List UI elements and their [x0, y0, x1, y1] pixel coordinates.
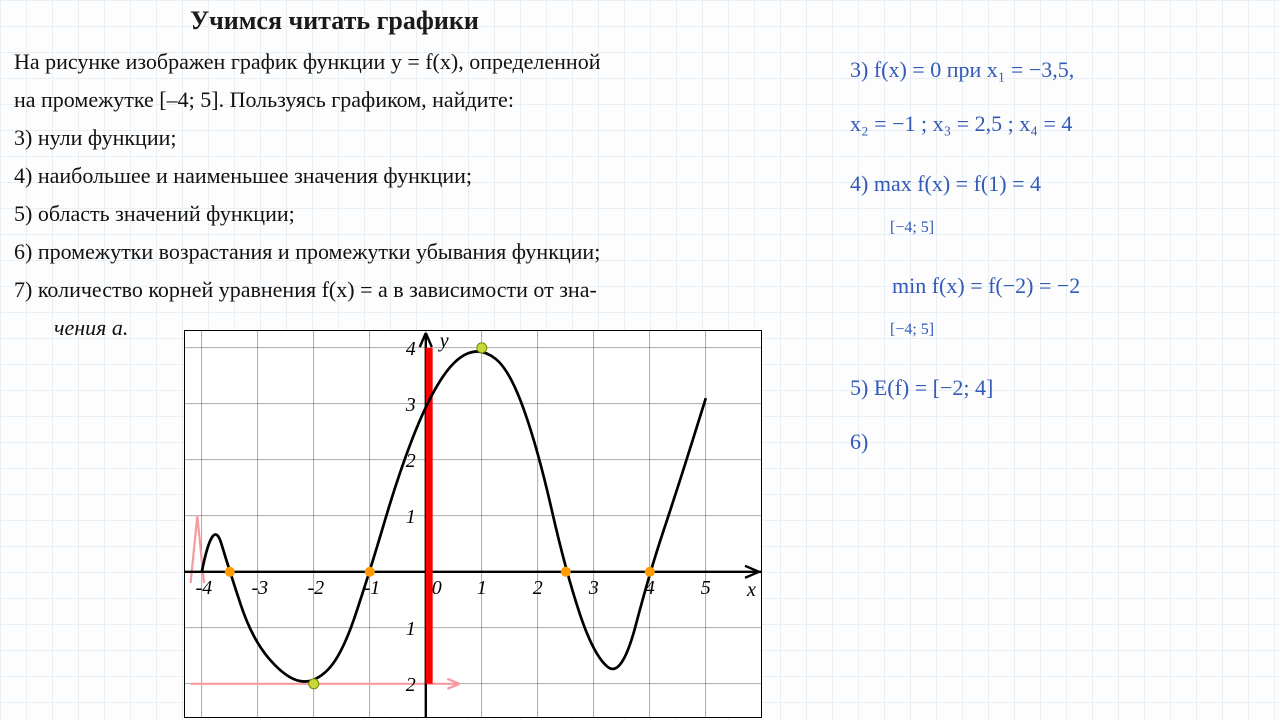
svg-text:4: 4	[406, 338, 416, 360]
answer-4-min: min f(x) = f(−2) = −2	[892, 266, 1270, 306]
item-5: 5) область значений функции;	[14, 196, 824, 232]
intro-line-1: На рисунке изображен график функции y = …	[14, 44, 824, 80]
item-7a: 7) количество корней уравнения f(x) = a …	[14, 272, 824, 308]
svg-text:0: 0	[432, 577, 442, 599]
svg-text:2: 2	[533, 577, 543, 599]
svg-text:-3: -3	[251, 577, 268, 599]
answer-3: 3) f(x) = 0 при x₁ = −3,5,	[850, 50, 1270, 90]
svg-text:2: 2	[406, 674, 416, 696]
svg-text:3: 3	[588, 577, 599, 599]
item-3: 3) нули функции;	[14, 120, 824, 156]
answer-3-cont: x₂ = −1 ; x₃ = 2,5 ; x₄ = 4	[850, 104, 1270, 144]
answer-6: 6)	[850, 422, 1270, 462]
answer-4-max: 4) max f(x) = f(1) = 4	[850, 164, 1270, 204]
item-6: 6) промежутки возрастания и промежутки у…	[14, 234, 824, 270]
svg-text:1: 1	[477, 577, 487, 599]
svg-text:1: 1	[406, 618, 416, 640]
answer-5: 5) E(f) = [−2; 4]	[850, 368, 1270, 408]
handwritten-answers: 3) f(x) = 0 при x₁ = −3,5, x₂ = −1 ; x₃ …	[850, 50, 1270, 476]
page-title: Учимся читать графики	[190, 6, 479, 36]
svg-text:-2: -2	[307, 577, 324, 599]
svg-text:-4: -4	[195, 577, 212, 599]
problem-text: На рисунке изображен график функции y = …	[14, 44, 824, 348]
chart-svg: -4-3-2-1012345123412xy	[185, 331, 761, 717]
intro-line-2: на промежутке [–4; 5]. Пользуясь графико…	[14, 82, 824, 118]
svg-text:y: y	[438, 331, 449, 352]
function-graph: -4-3-2-1012345123412xy	[184, 330, 762, 718]
answer-4-min-sub: [−4; 5]	[890, 310, 1270, 350]
answer-4-max-sub: [−4; 5]	[890, 208, 1270, 248]
svg-text:5: 5	[701, 577, 711, 599]
svg-text:1: 1	[406, 506, 416, 528]
svg-text:3: 3	[405, 394, 416, 416]
item-4: 4) наибольшее и наименьшее значения функ…	[14, 158, 824, 194]
svg-text:x: x	[746, 579, 756, 601]
